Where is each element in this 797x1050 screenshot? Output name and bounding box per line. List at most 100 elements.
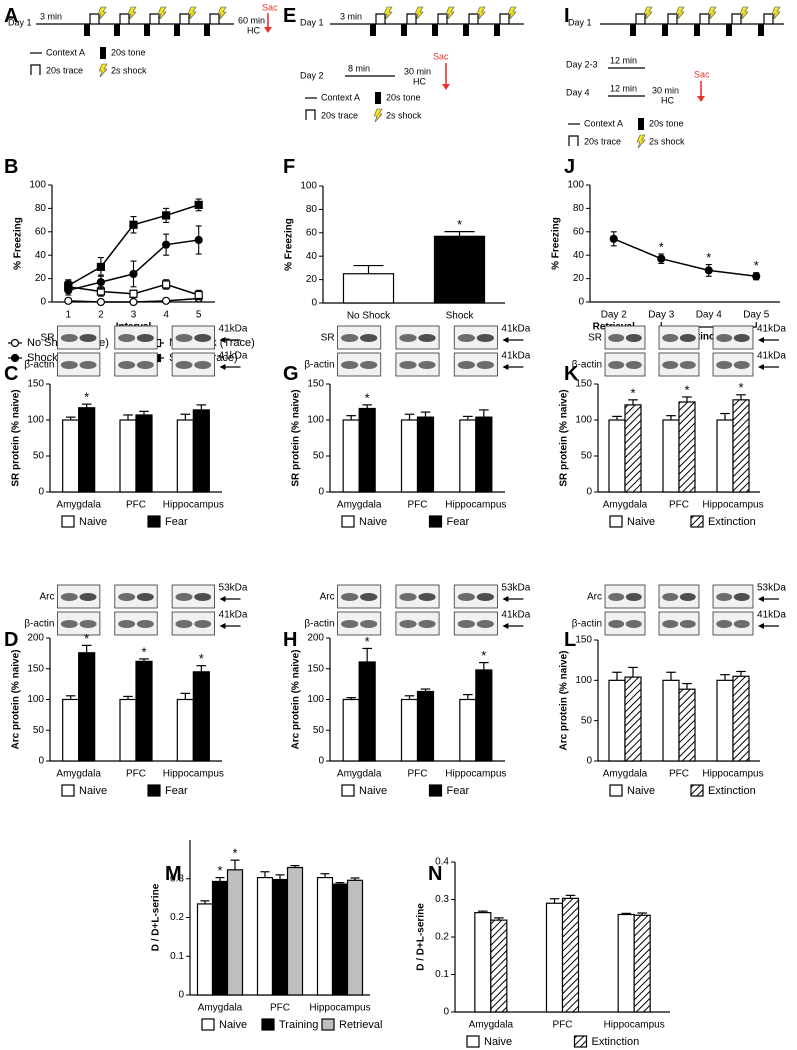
shock-icon	[675, 6, 685, 21]
blot-box	[453, 611, 498, 636]
shock-icon	[507, 6, 517, 21]
blot-band	[716, 593, 733, 601]
x-tick-label: Day 5	[743, 310, 770, 321]
blot-band	[360, 620, 378, 628]
bar	[716, 679, 734, 762]
blot-size-label: 41kDa	[219, 351, 248, 362]
blot-arrowhead	[757, 596, 764, 602]
trace-icon	[667, 13, 678, 24]
trace-icon	[179, 13, 190, 24]
x-tick-label: 2	[98, 310, 104, 321]
shock-icon	[187, 6, 197, 21]
blot-band	[608, 620, 625, 628]
blot-band	[360, 593, 378, 601]
bar	[331, 883, 349, 996]
y-tick-label: 100	[575, 675, 592, 686]
trace-icon	[635, 13, 646, 24]
y-tick-label: 50	[33, 451, 45, 462]
sac-label: Sac	[694, 69, 710, 79]
trace-icon	[89, 13, 100, 24]
legend-swatch	[573, 1035, 588, 1048]
bar	[342, 273, 395, 304]
legend-label: 20s tone	[649, 118, 684, 128]
marker	[129, 289, 138, 298]
blot-band	[341, 334, 359, 342]
legend-swatch	[201, 1018, 215, 1031]
shock-icon	[373, 108, 383, 123]
bar	[433, 235, 486, 304]
y-axis-label: Arc protein (% naive)	[11, 649, 22, 749]
significance-label: *	[217, 863, 222, 878]
marker	[129, 297, 138, 307]
bar	[342, 698, 360, 762]
significance-label: *	[232, 846, 237, 861]
blot-band	[79, 620, 97, 628]
marker	[609, 234, 618, 243]
panel-letter: M	[165, 863, 182, 885]
marker	[194, 290, 203, 300]
y-tick-label: 100	[27, 415, 44, 426]
y-axis-label: % Freezing	[551, 217, 562, 270]
legend-label: Fear	[165, 785, 188, 797]
x-tick-label: 3	[131, 310, 137, 321]
blot-box	[453, 352, 498, 377]
blot-box	[658, 325, 700, 350]
blot-band	[360, 361, 378, 369]
panel-letter: G	[283, 363, 299, 385]
blot-box	[604, 611, 646, 636]
blot-box	[337, 584, 382, 609]
panel-letter: E	[283, 5, 296, 27]
bar	[545, 902, 564, 1013]
blot-size-label: 41kDa	[501, 351, 530, 362]
tone-icon	[401, 24, 407, 36]
blot-band	[662, 620, 679, 628]
blot-band	[679, 361, 696, 369]
blot-band	[608, 334, 625, 342]
x-tick-label: Shock	[446, 311, 475, 322]
blot-size-label: 41kDa	[757, 324, 786, 335]
blot-band	[118, 593, 136, 601]
sac-arrowhead	[697, 96, 705, 102]
marker	[162, 240, 171, 249]
legend-swatch	[321, 1018, 335, 1031]
y-tick-label: 0	[178, 990, 184, 1001]
blot-box	[337, 325, 382, 350]
significance-label: *	[199, 651, 204, 666]
blot-band	[175, 361, 193, 369]
y-tick-label: 0	[586, 487, 592, 498]
marker	[752, 272, 761, 281]
y-tick-label: 50	[33, 725, 45, 736]
blot-box	[712, 611, 754, 636]
significance-label: *	[659, 239, 664, 254]
bar	[624, 676, 642, 762]
x-tick-label: Hippocampus	[604, 1020, 665, 1031]
blot-row-label: β-actin	[24, 360, 54, 371]
y-tick-label: 80	[35, 203, 47, 214]
legend-swatch	[147, 515, 161, 528]
blot-box	[453, 584, 498, 609]
significance-label: *	[706, 250, 711, 265]
panel-letter: J	[564, 156, 575, 178]
x-tick-label: PFC	[669, 500, 689, 511]
blot-band	[194, 620, 212, 628]
trace-icon	[468, 13, 479, 24]
y-tick-label: 80	[573, 203, 585, 214]
x-tick-label: Amygdala	[337, 500, 382, 511]
legend-label: 20s tone	[386, 92, 421, 102]
x-tick-label: Hippocampus	[702, 500, 763, 511]
blot-arrowhead	[757, 364, 764, 370]
legend-label: Naive	[627, 516, 655, 528]
significance-label: *	[365, 390, 370, 405]
legend-label: Fear	[447, 516, 470, 528]
panel-letter: A	[4, 5, 18, 27]
marker	[194, 235, 203, 245]
legend-label: Naive	[359, 516, 387, 528]
x-tick-label: Amygdala	[56, 769, 101, 780]
legend-label: Extinction	[708, 516, 756, 528]
y-tick-label: 50	[313, 451, 325, 462]
marker	[64, 281, 73, 290]
x-tick-label: Amygdala	[56, 500, 101, 511]
y-axis-label: % Freezing	[284, 218, 295, 271]
x-tick-label: Hippocampus	[163, 500, 224, 511]
